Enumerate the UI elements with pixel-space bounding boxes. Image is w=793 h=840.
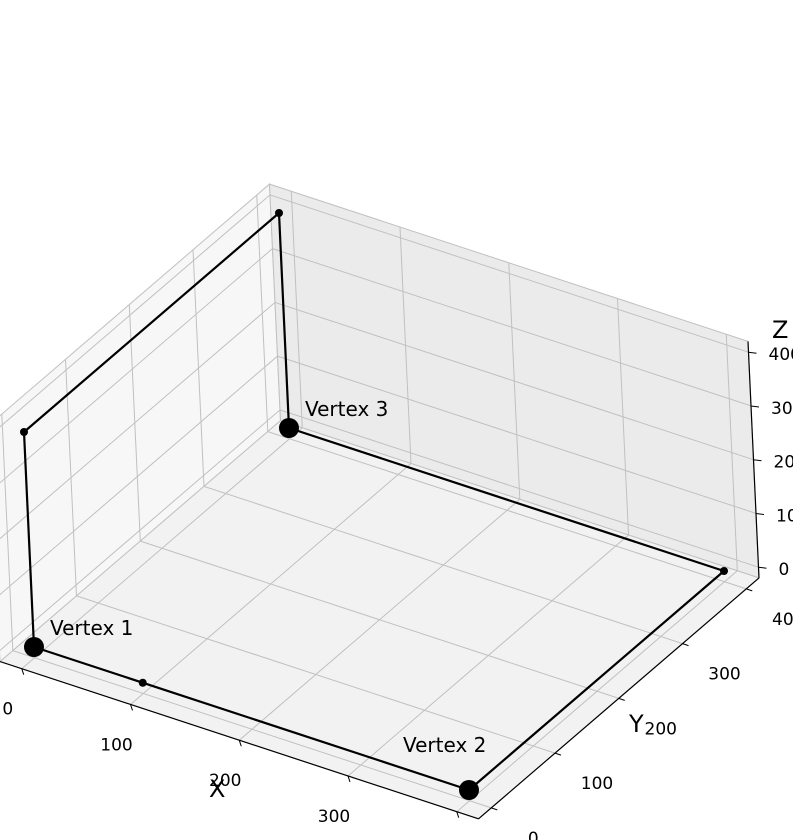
y-tick — [554, 752, 562, 756]
y-tick — [491, 807, 498, 811]
y-tick-label: 100 — [581, 774, 613, 794]
z-tick-label: 400 — [769, 345, 793, 365]
z-tick — [748, 351, 757, 354]
grid-lines — [0, 191, 759, 813]
z-gridline — [0, 409, 759, 652]
x-tick — [130, 704, 133, 711]
z-tick-label: 0 — [779, 560, 790, 580]
y-gridline — [256, 195, 747, 590]
small-point — [20, 428, 28, 436]
x-axis-line — [0, 660, 479, 820]
y-tick-label: 300 — [708, 665, 740, 685]
y-tick-label: 200 — [645, 719, 677, 739]
z-gridline — [0, 301, 754, 540]
y-gridline — [65, 359, 556, 754]
y-tick-label: 400 — [772, 610, 793, 630]
tick-labels: 000100100100200200200300300300400400400 — [2, 345, 793, 840]
x-tick-label: 100 — [100, 735, 132, 755]
x-gridline — [456, 334, 738, 813]
vertex-label: Vertex 2 — [403, 733, 486, 757]
z-tick-label: 200 — [774, 453, 793, 473]
x-gridline — [21, 191, 303, 670]
x-tick — [21, 668, 25, 675]
z-gridline — [0, 194, 749, 428]
small-point — [720, 567, 728, 575]
y-gridline — [128, 304, 619, 699]
y-gridline — [192, 249, 683, 645]
y-axis-label: Y — [628, 710, 644, 738]
z-tick — [750, 405, 760, 408]
y-tick-label: 0 — [528, 829, 539, 840]
vertex-label: Vertex 1 — [50, 616, 133, 640]
x-axis-label: X — [209, 775, 225, 803]
y-gridline — [1, 414, 492, 809]
z-tick-label: 300 — [771, 399, 793, 419]
vertex-label: Vertex 3 — [305, 397, 388, 421]
y-tick — [746, 588, 753, 592]
data-points — [20, 209, 728, 800]
x-tick-label: 200 — [209, 771, 241, 791]
small-point — [138, 678, 147, 687]
x-tick — [347, 775, 351, 783]
vertex-point — [279, 418, 299, 438]
z-tick — [753, 459, 762, 462]
x-gridline — [347, 298, 630, 777]
x-gridline — [130, 226, 412, 705]
z-gridline — [0, 355, 757, 596]
x-tick-label: 0 — [2, 700, 13, 720]
vertex-point — [459, 780, 479, 800]
x-tick — [456, 811, 460, 818]
vertex-point — [24, 637, 44, 657]
z-tick — [755, 512, 765, 515]
point-labels: Vertex 1 Vertex 2 Vertex 3 — [50, 397, 486, 757]
x-tick-label: 300 — [318, 807, 350, 827]
z-gridline — [0, 248, 752, 484]
x-tick — [238, 740, 242, 747]
tick-marks — [21, 351, 767, 818]
z-axis-label: Z — [772, 316, 788, 344]
small-point — [275, 209, 283, 217]
y-tick — [618, 697, 625, 701]
z-tick-label: 100 — [776, 506, 793, 526]
x-gridline — [238, 262, 521, 741]
z-tick — [758, 566, 767, 569]
y-tick — [682, 643, 689, 647]
